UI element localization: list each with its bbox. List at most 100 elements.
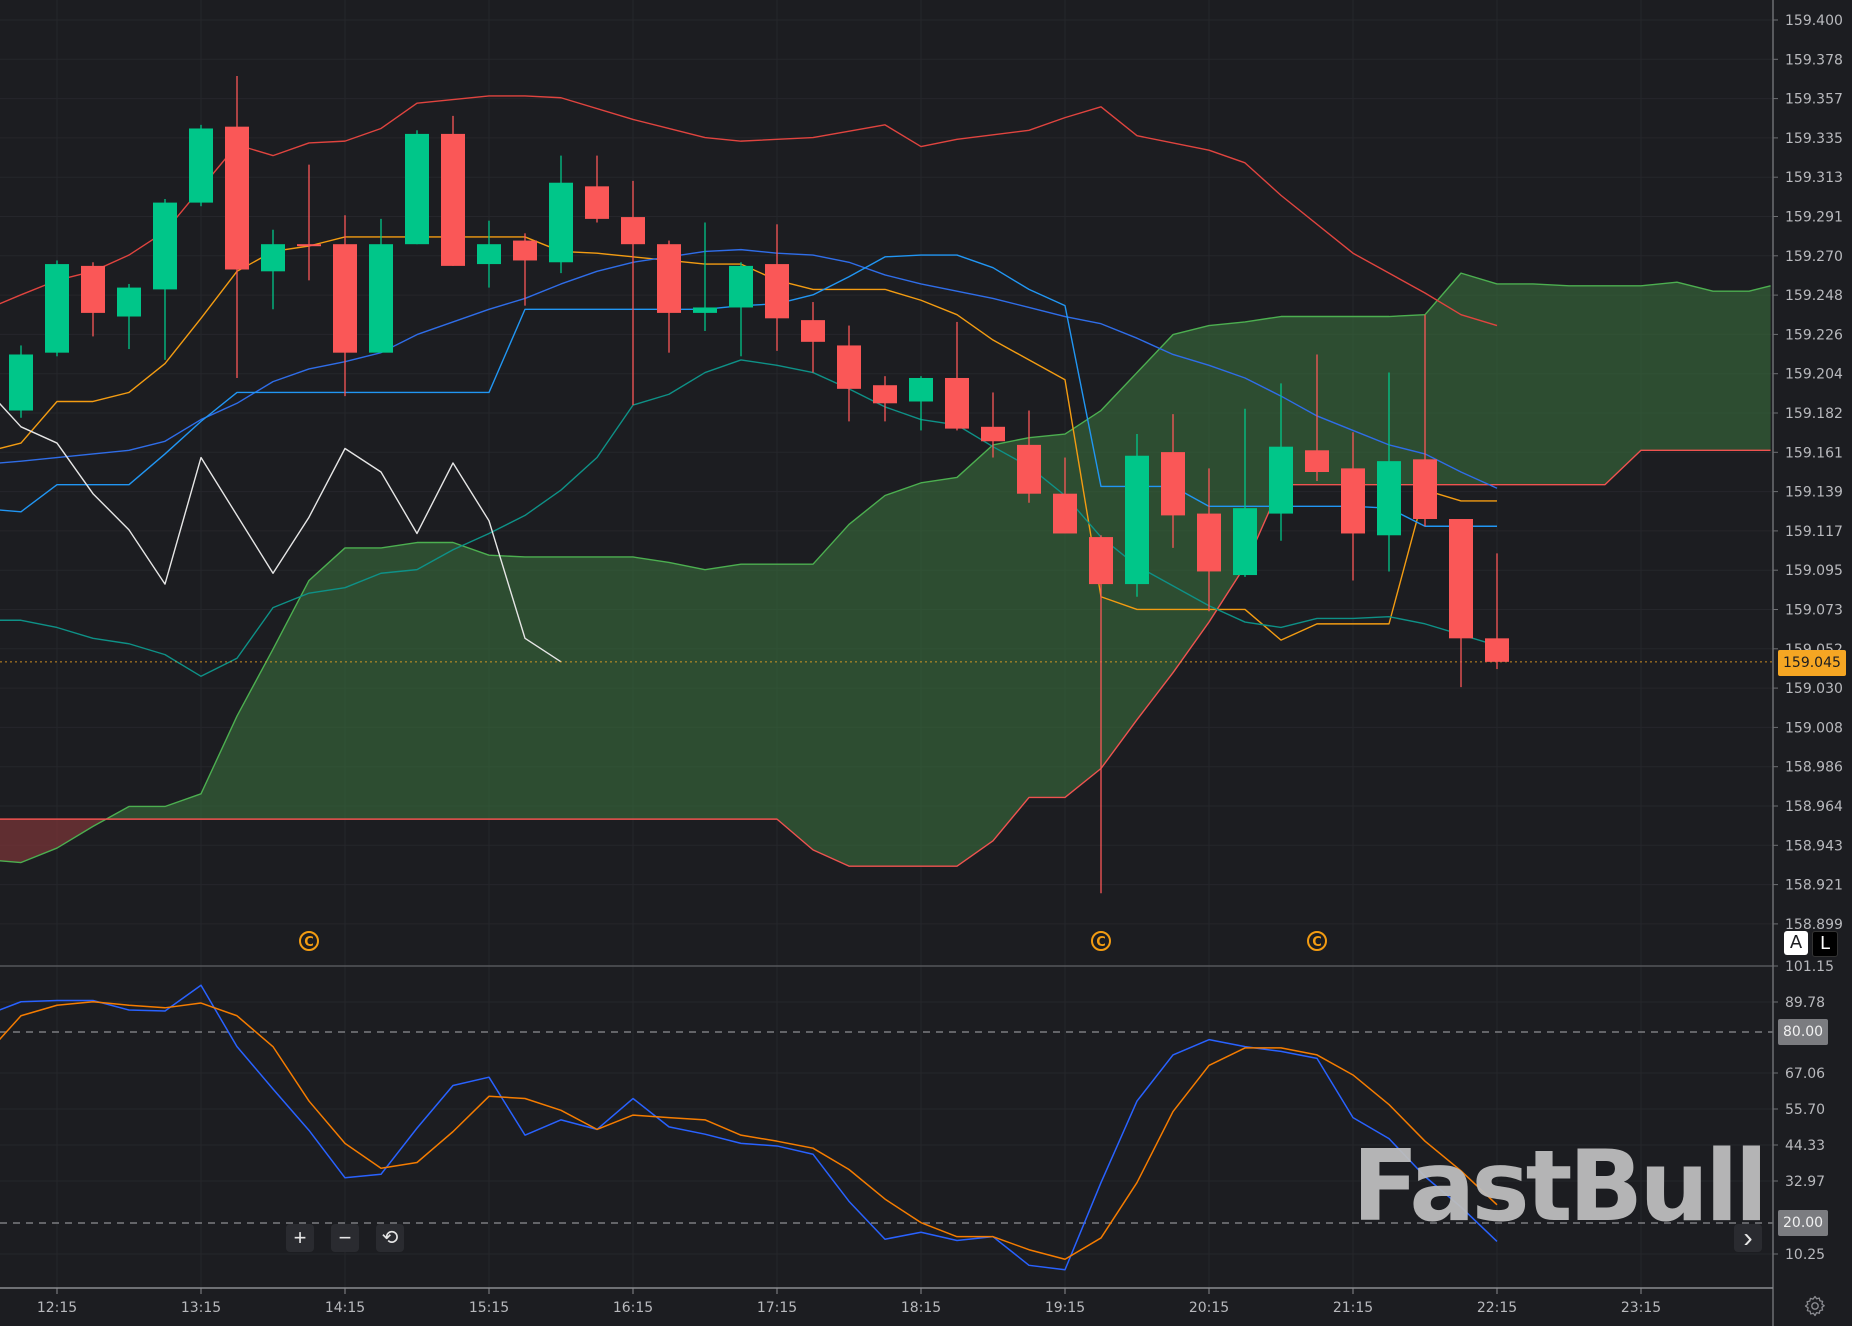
candle[interactable] [873,376,897,422]
candle[interactable] [333,215,357,397]
candle[interactable] [1413,314,1437,527]
stoch-tick-label: 10.25 [1785,1247,1825,1263]
price-tick-label: 159.030 [1785,681,1843,697]
stoch-tick-label: 101.15 [1785,959,1834,975]
candle[interactable] [405,130,429,245]
candle[interactable] [621,180,645,406]
candle[interactable] [513,233,537,306]
candle[interactable] [585,155,609,223]
candle[interactable] [549,155,573,274]
stochastic-panel[interactable] [0,965,1773,1271]
candle[interactable] [81,262,105,337]
candle[interactable] [801,302,825,373]
candle[interactable] [1485,553,1509,670]
price-tick-label: 158.899 [1785,917,1843,933]
candle[interactable] [1053,457,1077,534]
time-tick-label: 23:15 [1621,1300,1661,1316]
price-tick-label: 159.248 [1785,288,1843,304]
candle[interactable] [189,124,213,207]
candlesticks[interactable] [9,76,1509,894]
price-tick-label: 158.964 [1785,799,1843,815]
stoch-tick-label: 32.97 [1785,1174,1825,1190]
svg-text:C: C [1096,935,1106,950]
candle[interactable] [909,376,933,431]
time-tick-label: 21:15 [1333,1300,1373,1316]
candle[interactable] [1305,354,1329,482]
svg-text:C: C [304,935,314,950]
candle[interactable] [477,220,501,288]
time-tick-label: 14:15 [325,1300,365,1316]
event-marker-c-icon[interactable]: C [299,931,319,951]
price-tick-label: 159.008 [1785,720,1843,736]
zoom-out-button[interactable]: − [331,1224,359,1252]
time-tick-label: 19:15 [1045,1300,1085,1316]
stoch-tick-label: 55.70 [1785,1102,1825,1118]
candle[interactable] [1233,408,1257,577]
price-tick-label: 159.270 [1785,249,1843,265]
time-tick-label: 20:15 [1189,1300,1229,1316]
candle[interactable] [9,345,33,418]
candle[interactable] [657,240,681,353]
candle[interactable] [1089,535,1113,894]
time-tick-label: 17:15 [757,1300,797,1316]
candle[interactable] [369,218,393,353]
candle[interactable] [1161,414,1185,548]
time-tick-label: 12:15 [37,1300,77,1316]
candle[interactable] [945,321,969,431]
price-tick-label: 159.182 [1785,406,1843,422]
candle[interactable] [441,115,465,266]
ichimoku-cloud [0,272,1771,867]
price-tick-label: 159.400 [1785,13,1843,29]
candle[interactable] [1269,383,1293,541]
candle[interactable] [693,222,717,331]
time-tick-label: 15:15 [469,1300,509,1316]
candle[interactable] [153,198,177,360]
event-marker-c-icon[interactable]: C [1091,931,1111,951]
candle[interactable] [297,164,321,281]
candle[interactable] [1125,434,1149,597]
candle[interactable] [1017,410,1041,503]
price-tick-label: 158.921 [1785,878,1843,894]
price-tick-label: 159.139 [1785,485,1843,501]
plus-icon: + [293,1225,307,1250]
price-tick-label: 159.117 [1785,524,1843,540]
price-tick-label: 159.073 [1785,603,1843,619]
candle[interactable] [1377,372,1401,572]
last-price-tag: 159.045 [1778,650,1846,676]
scroll-right-button[interactable]: › [1734,1224,1762,1252]
candle[interactable] [981,392,1005,458]
oversold-level-tag: 20.00 [1778,1210,1829,1236]
candle[interactable] [45,260,69,357]
candle[interactable] [1341,432,1365,581]
price-tick-label: 159.291 [1785,210,1843,226]
price-tick-label: 159.357 [1785,92,1843,108]
log-scale-button[interactable]: L [1812,931,1838,957]
candle[interactable] [837,325,861,422]
price-tick-label: 159.161 [1785,445,1843,461]
candle[interactable] [1449,519,1473,688]
price-tick-label: 159.335 [1785,131,1843,147]
candle[interactable] [261,229,285,310]
svg-text:C: C [1312,935,1322,950]
price-tick-label: 158.986 [1785,760,1843,776]
candle[interactable] [225,76,249,378]
auto-scale-button[interactable]: A [1784,931,1808,955]
event-marker-c-icon[interactable]: C [1307,931,1327,951]
stoch-tick-label: 44.33 [1785,1138,1825,1154]
settings-gear-icon[interactable] [1803,1294,1827,1318]
candle[interactable] [1197,468,1221,612]
candle[interactable] [117,283,141,350]
price-tick-label: 159.378 [1785,52,1843,68]
price-tick-label: 159.313 [1785,170,1843,186]
minus-icon: − [338,1225,352,1250]
chevron-right-icon: › [1743,1222,1753,1253]
candle[interactable] [765,224,789,351]
price-tick-label: 159.204 [1785,367,1843,383]
candle[interactable] [729,262,753,357]
reset-zoom-button[interactable]: ⟲ [376,1224,404,1252]
zoom-in-button[interactable]: + [286,1224,314,1252]
time-tick-label: 22:15 [1477,1300,1517,1316]
